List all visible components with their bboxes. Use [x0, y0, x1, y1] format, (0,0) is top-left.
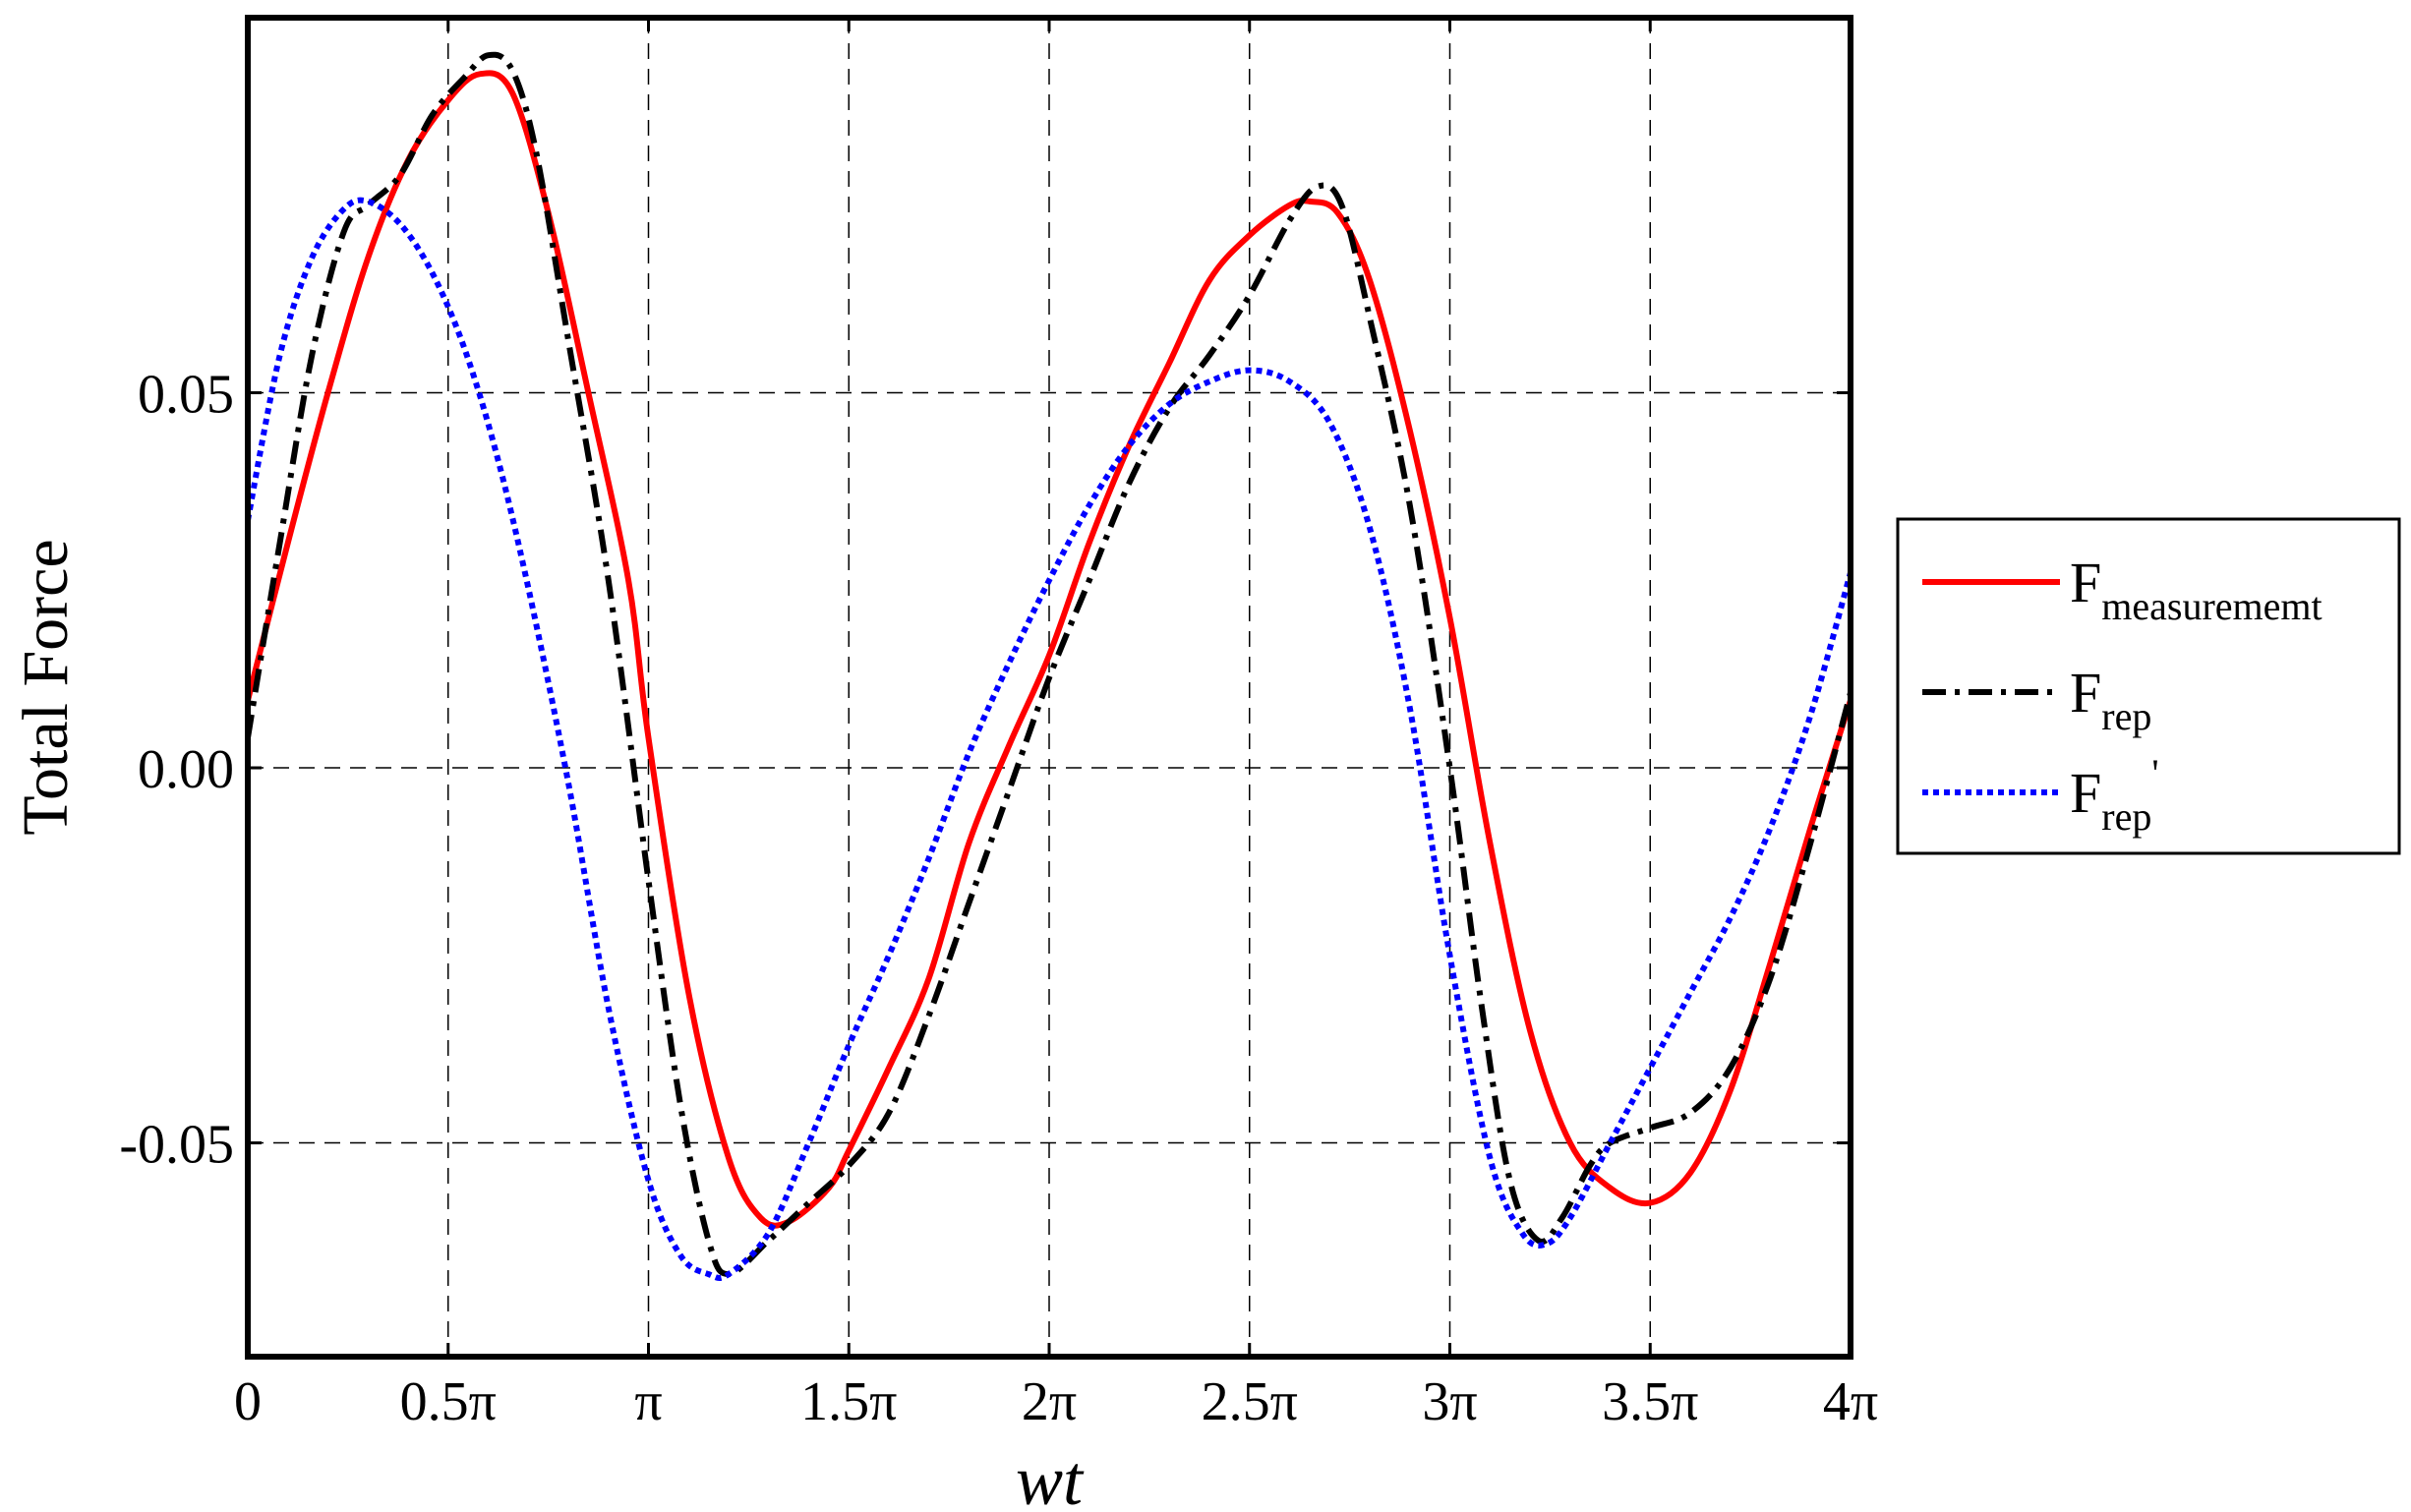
x-tick-label: 0.5π	[400, 1371, 497, 1432]
legend-prime-rep-prime: '	[2151, 751, 2158, 795]
x-tick-label: 4π	[1823, 1371, 1878, 1432]
legend-entry-measurement: Fmeasurememt	[1922, 551, 2323, 628]
legend-label-measurement: F	[2070, 551, 2101, 614]
y-tick-label: -0.05	[119, 1115, 234, 1176]
x-tick-label: 1.5π	[800, 1371, 897, 1432]
svg-text:Frep: Frep	[2070, 661, 2151, 738]
legend: Fmeasurememt Frep Frep'	[1896, 517, 2401, 855]
legend-label-rep-prime: F	[2070, 761, 2101, 825]
x-tick-label: π	[634, 1371, 662, 1432]
legend-entry-rep: Frep	[1922, 661, 2151, 738]
legend-label-rep: F	[2070, 661, 2101, 725]
x-tick-label: 3π	[1422, 1371, 1477, 1432]
y-tick-label: 0.05	[138, 365, 234, 426]
legend-sub-rep: rep	[2101, 694, 2151, 738]
legend-sub-measurement: measurememt	[2101, 584, 2322, 628]
svg-text:Frep': Frep'	[2070, 751, 2159, 839]
y-axis-label: Total Force	[10, 539, 82, 835]
x-tick-label: 2.5π	[1202, 1371, 1298, 1432]
series-measurement-line	[245, 70, 1853, 1229]
legend-entry-rep-prime: Frep'	[1922, 751, 2159, 839]
svg-text:Fmeasurememt: Fmeasurememt	[2070, 551, 2323, 628]
x-tick-label: 2π	[1022, 1371, 1077, 1432]
legend-box	[1896, 517, 2401, 855]
x-axis-label: wt	[1016, 1441, 1085, 1512]
series-rep-line	[245, 51, 1853, 1278]
grid-lines	[248, 18, 1851, 1357]
tick-labels: 0 0.5π π 1.5π 2π 2.5π 3π 3.5π 4π -0.05 0.00 0.05	[119, 365, 1878, 1432]
axis-ticks	[246, 18, 1852, 1357]
legend-sub-rep-prime: rep	[2101, 794, 2151, 839]
x-tick-label: 3.5π	[1602, 1371, 1698, 1432]
series-layer	[245, 51, 1853, 1281]
x-tick-label: 0	[234, 1371, 262, 1432]
series-rep-prime-line	[245, 197, 1853, 1281]
y-tick-label: 0.00	[138, 739, 234, 800]
